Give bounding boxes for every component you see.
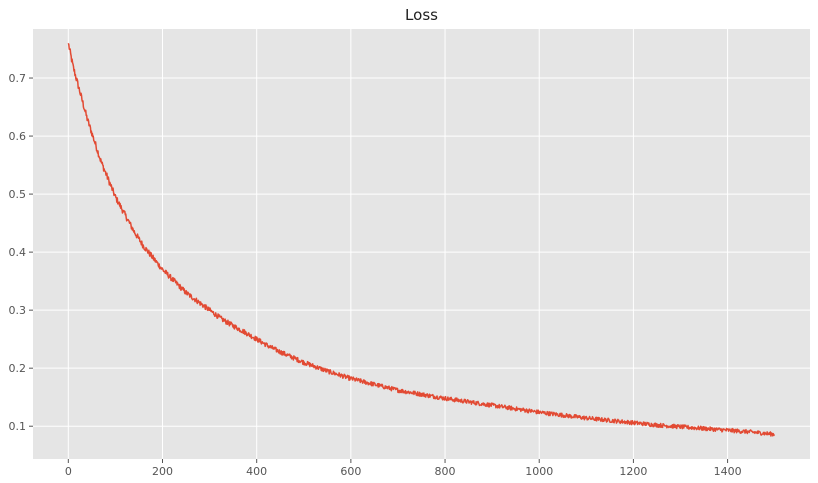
y-tick-label: 0.1 xyxy=(9,420,27,433)
x-tick-labels: 0 200 400 600 800 1000 1200 1400 xyxy=(65,459,742,478)
x-tick-label: 600 xyxy=(340,465,361,478)
x-tick-label: 1400 xyxy=(714,465,742,478)
chart-title: Loss xyxy=(405,6,438,24)
y-tick-label: 0.6 xyxy=(9,130,27,143)
x-tick-label: 200 xyxy=(152,465,173,478)
series-line xyxy=(67,42,775,437)
x-tick-label: 800 xyxy=(435,465,456,478)
y-tick-label: 0.3 xyxy=(9,304,27,317)
y-tick-label: 0.5 xyxy=(9,188,27,201)
y-tick-label: 0.7 xyxy=(9,72,27,85)
x-tick-label: 0 xyxy=(65,465,72,478)
x-tick-label: 400 xyxy=(246,465,267,478)
grid xyxy=(33,29,810,459)
y-tick-label: 0.2 xyxy=(9,362,27,375)
y-tick-labels: 0.1 0.2 0.3 0.4 0.5 0.6 0.7 xyxy=(9,72,33,433)
x-tick-label: 1200 xyxy=(619,465,647,478)
x-tick-label: 1000 xyxy=(525,465,553,478)
y-tick-label: 0.4 xyxy=(9,246,27,259)
